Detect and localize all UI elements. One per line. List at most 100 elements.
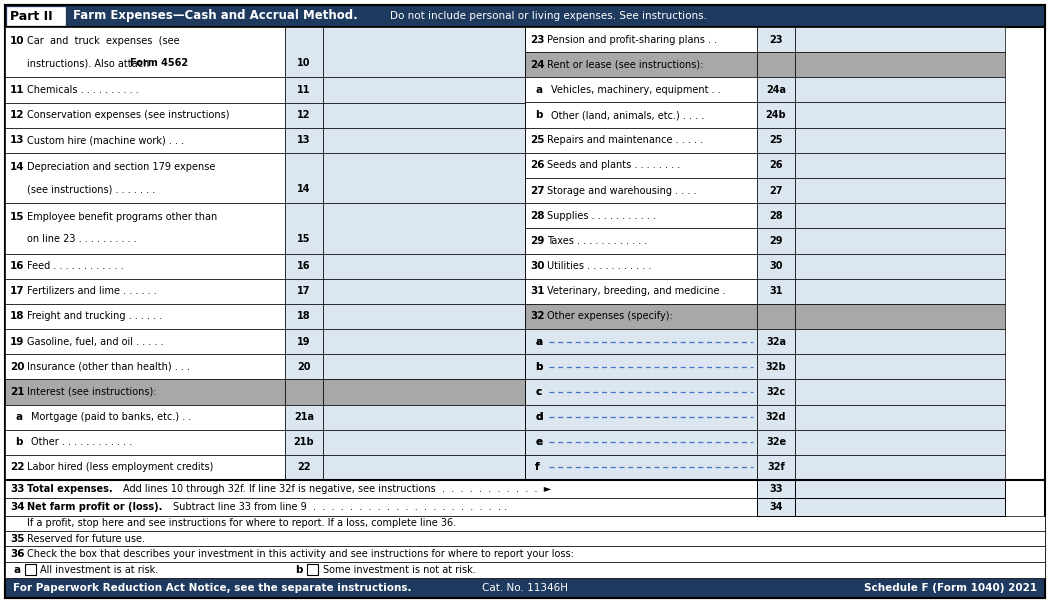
Bar bbox=[323, 77, 530, 103]
Bar bbox=[795, 52, 1005, 77]
Bar bbox=[795, 203, 1005, 229]
Text: 32a: 32a bbox=[766, 336, 786, 347]
Bar bbox=[795, 253, 1005, 279]
Bar bbox=[795, 498, 1005, 516]
Bar bbox=[525, 229, 757, 253]
Bar bbox=[757, 27, 795, 52]
Bar bbox=[5, 480, 757, 498]
Bar bbox=[525, 329, 757, 354]
Text: Chemicals . . . . . . . . . .: Chemicals . . . . . . . . . . bbox=[27, 85, 139, 95]
Bar bbox=[323, 405, 530, 430]
Text: 23: 23 bbox=[770, 34, 782, 45]
Bar bbox=[795, 229, 1005, 253]
Text: All investment is at risk.: All investment is at risk. bbox=[40, 565, 159, 575]
Text: 24b: 24b bbox=[765, 110, 786, 120]
Text: b: b bbox=[15, 437, 22, 447]
Text: Form 4562: Form 4562 bbox=[130, 58, 188, 68]
Bar bbox=[757, 52, 795, 77]
Bar bbox=[5, 77, 285, 103]
Bar bbox=[5, 354, 285, 379]
Text: 22: 22 bbox=[297, 463, 311, 472]
Text: c: c bbox=[536, 387, 541, 397]
Bar bbox=[795, 128, 1005, 153]
Text: 17: 17 bbox=[10, 286, 24, 296]
Bar bbox=[323, 279, 530, 304]
Bar bbox=[757, 379, 795, 405]
Text: Car  and  truck  expenses  (see: Car and truck expenses (see bbox=[27, 36, 180, 46]
Bar bbox=[5, 430, 285, 455]
Bar bbox=[285, 304, 323, 329]
Text: d: d bbox=[536, 412, 543, 422]
Text: on line 23 . . . . . . . . . .: on line 23 . . . . . . . . . . bbox=[27, 235, 136, 244]
Bar bbox=[323, 379, 530, 405]
Bar bbox=[525, 405, 757, 430]
Text: Total expenses.: Total expenses. bbox=[27, 484, 112, 494]
Text: Cat. No. 11346H: Cat. No. 11346H bbox=[482, 583, 568, 593]
Text: b: b bbox=[295, 565, 302, 575]
Bar bbox=[285, 27, 323, 77]
Bar bbox=[5, 455, 285, 480]
Bar bbox=[795, 455, 1005, 480]
Bar bbox=[323, 354, 530, 379]
Text: 36: 36 bbox=[10, 549, 24, 559]
Text: Insurance (other than health) . . .: Insurance (other than health) . . . bbox=[27, 362, 190, 372]
Bar bbox=[795, 27, 1005, 52]
Bar bbox=[795, 77, 1005, 103]
Bar bbox=[525, 430, 757, 455]
Text: 32f: 32f bbox=[768, 463, 785, 472]
Text: Other expenses (specify):: Other expenses (specify): bbox=[547, 311, 673, 321]
Text: Fertilizers and lime . . . . . .: Fertilizers and lime . . . . . . bbox=[27, 286, 156, 296]
Text: f: f bbox=[536, 463, 540, 472]
Text: Other (land, animals, etc.) . . . .: Other (land, animals, etc.) . . . . bbox=[551, 110, 705, 120]
Text: 18: 18 bbox=[10, 311, 24, 321]
Text: 34: 34 bbox=[770, 502, 782, 512]
Text: 34: 34 bbox=[10, 502, 24, 512]
Bar bbox=[323, 153, 530, 203]
Bar bbox=[5, 128, 285, 153]
Text: 27: 27 bbox=[530, 186, 545, 195]
Text: Storage and warehousing . . . .: Storage and warehousing . . . . bbox=[547, 186, 696, 195]
Text: 19: 19 bbox=[10, 336, 24, 347]
Bar bbox=[5, 153, 285, 203]
Text: Pension and profit-sharing plans . .: Pension and profit-sharing plans . . bbox=[547, 34, 717, 45]
Bar bbox=[323, 430, 530, 455]
Text: Feed . . . . . . . . . . . .: Feed . . . . . . . . . . . . bbox=[27, 261, 124, 271]
Text: 25: 25 bbox=[530, 135, 545, 145]
Text: a: a bbox=[536, 336, 542, 347]
Bar bbox=[5, 279, 285, 304]
Text: Interest (see instructions):: Interest (see instructions): bbox=[27, 387, 156, 397]
Text: b: b bbox=[536, 362, 543, 372]
Text: Conservation expenses (see instructions): Conservation expenses (see instructions) bbox=[27, 110, 230, 120]
Bar bbox=[525, 178, 757, 203]
Bar bbox=[323, 455, 530, 480]
Bar bbox=[525, 405, 757, 430]
Text: Seeds and plants . . . . . . . .: Seeds and plants . . . . . . . . bbox=[547, 160, 680, 171]
Text: 21: 21 bbox=[10, 387, 24, 397]
Text: 18: 18 bbox=[297, 311, 311, 321]
Text: instructions). Also attach: instructions). Also attach bbox=[27, 58, 152, 68]
Bar bbox=[5, 379, 285, 405]
Bar bbox=[795, 279, 1005, 304]
Bar bbox=[285, 77, 323, 103]
Text: e: e bbox=[536, 437, 542, 447]
Bar bbox=[525, 455, 757, 480]
Bar bbox=[757, 77, 795, 103]
Bar bbox=[525, 329, 757, 354]
Text: e: e bbox=[536, 437, 542, 447]
Bar bbox=[5, 304, 285, 329]
Bar bbox=[285, 253, 323, 279]
Bar bbox=[5, 546, 1045, 562]
Text: Other . . . . . . . . . . . .: Other . . . . . . . . . . . . bbox=[32, 437, 132, 447]
Text: Supplies . . . . . . . . . . .: Supplies . . . . . . . . . . . bbox=[547, 211, 656, 221]
Bar bbox=[795, 304, 1005, 329]
Text: f: f bbox=[536, 463, 540, 472]
Text: Add lines 10 through 32f. If line 32f is negative, see instructions  .  .  .  . : Add lines 10 through 32f. If line 32f is… bbox=[123, 484, 551, 494]
Bar bbox=[323, 103, 530, 128]
Bar bbox=[5, 516, 1045, 531]
Text: 21b: 21b bbox=[294, 437, 314, 447]
Bar bbox=[757, 279, 795, 304]
Text: 11: 11 bbox=[297, 85, 311, 95]
Text: 25: 25 bbox=[770, 135, 782, 145]
Text: c: c bbox=[536, 387, 541, 397]
Text: 12: 12 bbox=[10, 110, 24, 120]
